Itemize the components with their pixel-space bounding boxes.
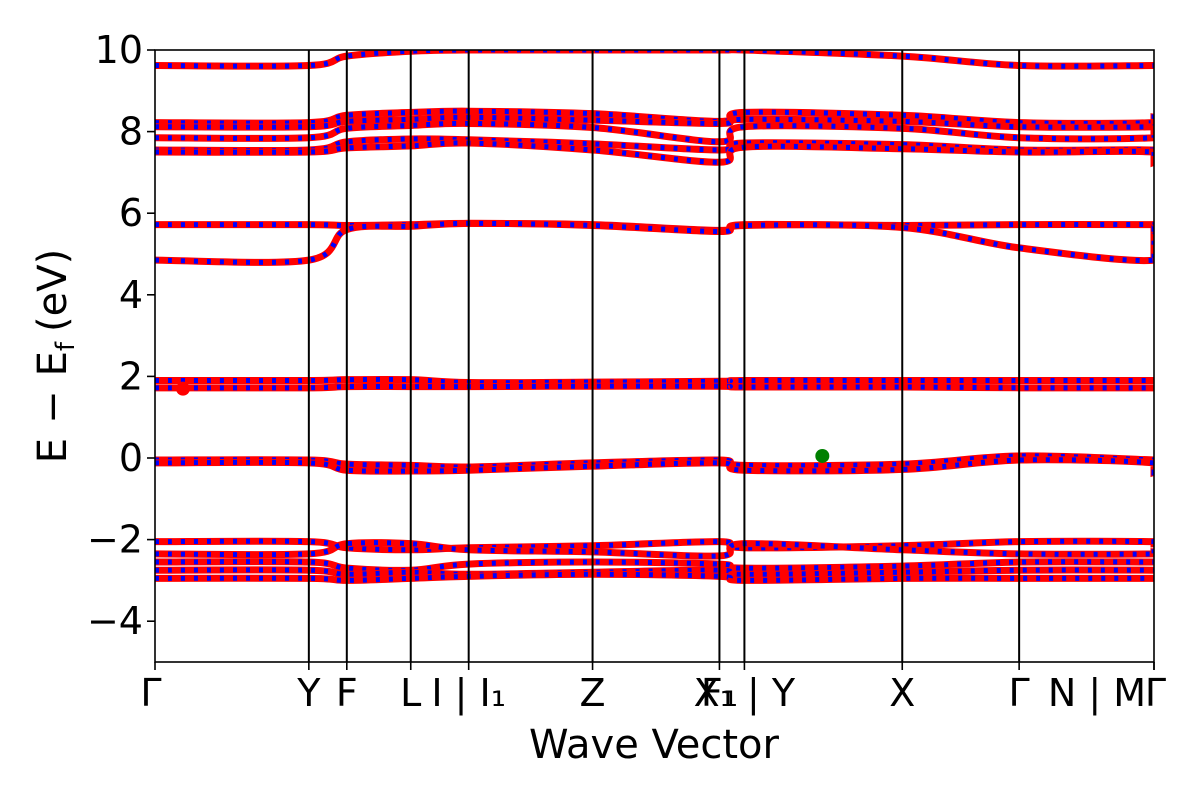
band-line-11 <box>155 456 1154 478</box>
y-tick-label: 8 <box>119 110 143 154</box>
band-line-7 <box>155 219 1154 266</box>
markers-layer <box>175 381 830 463</box>
cbm-marker <box>175 381 190 396</box>
x-tick-label: Γ <box>140 671 161 715</box>
vbm-marker <box>815 448 830 463</box>
band-line-9 <box>155 382 1154 392</box>
band-line-0 <box>155 50 1154 70</box>
y-tick-label: −2 <box>87 518 143 562</box>
x-tick-label: Γ <box>1009 671 1030 715</box>
y-tick-label: 2 <box>119 354 143 398</box>
bands-layer <box>155 50 1154 584</box>
x-tick-label: X₁ | Y <box>694 671 796 716</box>
y-tick-label: 10 <box>95 28 143 72</box>
band-11 <box>155 456 1154 478</box>
x-tick-label: Γ <box>1145 671 1166 715</box>
band-14 <box>155 558 1154 574</box>
x-tick-label: N | M <box>1048 671 1146 716</box>
x-tick-label: F <box>336 671 358 715</box>
band-12 <box>155 537 1154 554</box>
band-16 <box>155 570 1154 584</box>
band-line-12 <box>155 537 1154 554</box>
band-dash-16 <box>155 571 1154 583</box>
band-9 <box>155 382 1154 392</box>
kpoint-lines <box>307 50 1021 662</box>
y-tick-label: −4 <box>87 599 143 643</box>
x-tick-label: I | I₁ <box>431 671 506 716</box>
band-7 <box>155 219 1154 266</box>
plot-frame <box>154 49 1155 663</box>
band-dash-13 <box>155 540 1154 559</box>
band-dash-8 <box>155 376 1154 386</box>
y-axis: −4 −2 0 2 4 6 8 10 <box>87 28 155 643</box>
band-8 <box>155 375 1154 387</box>
x-axis-title: Wave Vector <box>529 722 780 768</box>
x-tick-label: Y <box>296 671 321 715</box>
x-tick-label: X <box>889 671 915 715</box>
x-tick-label: L <box>400 671 421 715</box>
x-tick-label: Z <box>580 671 606 715</box>
y-axis-title: E−Ef(eV) <box>30 249 81 463</box>
y-tick-label: 4 <box>119 273 143 317</box>
y-tick-label: 0 <box>119 436 143 480</box>
band-dash-14 <box>155 559 1154 573</box>
band-0 <box>155 50 1154 70</box>
y-tick-label: 6 <box>119 191 143 235</box>
x-tick-label: F₁ <box>701 671 738 715</box>
